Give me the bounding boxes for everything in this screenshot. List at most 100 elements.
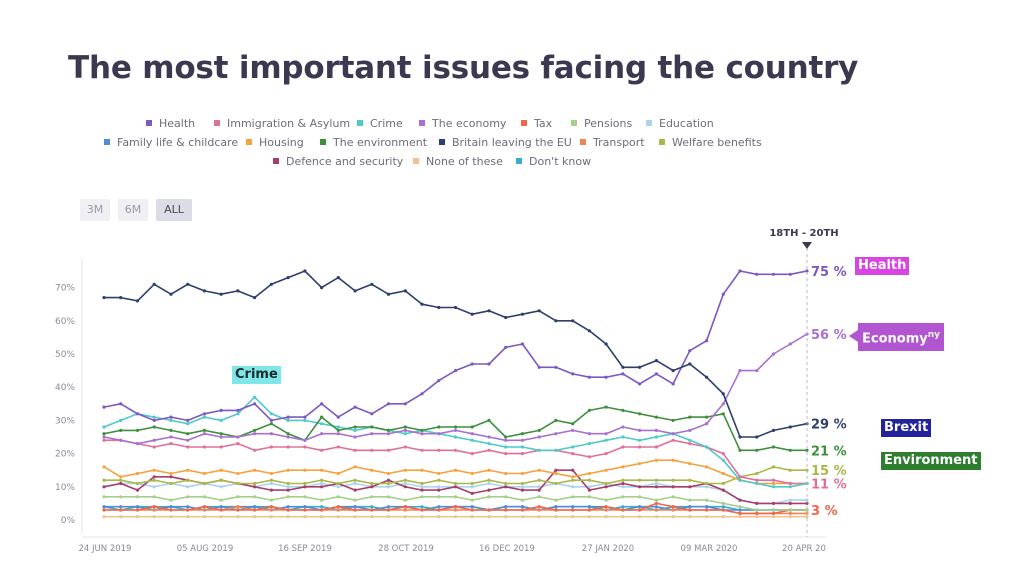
data-point [152,505,156,509]
data-point [303,415,307,419]
data-point [119,296,123,300]
data-point [738,435,742,439]
data-point [638,515,642,519]
data-point [320,478,324,482]
data-point [403,289,407,293]
data-point [236,408,240,412]
data-point [688,505,692,509]
data-point [537,428,541,432]
data-point [721,412,725,416]
data-point [721,508,725,512]
data-point [771,511,776,515]
data-point [253,495,257,499]
data-point [654,505,659,509]
data-point [386,402,391,406]
data-point [152,445,156,449]
range-6m-button[interactable]: 6M [118,199,148,221]
data-point [520,485,525,489]
end-value-label: 11 % [811,478,847,493]
data-point [353,481,357,486]
data-point [386,428,391,432]
data-point [102,296,106,300]
data-point [470,425,474,429]
legend-item[interactable]: The environment [320,136,427,150]
data-point [587,515,592,519]
data-point [420,428,424,432]
legend-item[interactable]: Welfare benefits [659,136,762,150]
legend-item[interactable]: Housing [246,136,304,150]
data-point [554,365,558,369]
data-point [169,508,173,512]
data-point [470,432,474,436]
legend-item[interactable]: Don't know [516,155,591,169]
data-point [738,508,742,512]
data-point [587,508,592,512]
data-point [186,508,190,512]
data-point [370,505,374,509]
data-point [755,448,759,452]
legend-item[interactable]: Britain leaving the EU [439,136,572,150]
data-point [303,418,307,422]
series-line [103,459,807,485]
data-point [386,471,391,476]
legend-item[interactable]: None of these [413,155,503,169]
data-point [638,365,642,369]
data-point [336,428,340,432]
data-point [336,471,340,476]
data-point [336,481,340,486]
legend-item[interactable]: Crime [357,117,403,131]
data-point [253,402,257,406]
data-point [755,478,759,482]
legend-item[interactable]: The economy [419,117,506,131]
data-point [721,292,725,296]
data-point [470,491,474,495]
legend-item[interactable]: Transport [580,136,645,150]
legend-label: Health [159,117,196,130]
legend-item[interactable]: Pensions [571,117,632,131]
data-point [437,505,441,509]
data-point [721,471,725,476]
data-point [671,515,675,519]
legend-item[interactable]: Immigration & Asylum [214,117,350,131]
data-point [119,481,123,486]
legend-item[interactable]: Education [646,117,714,131]
data-point [788,468,792,472]
data-point [504,515,508,519]
data-point [705,498,709,502]
data-point [705,508,709,512]
data-point [219,478,223,482]
data-point [755,511,759,515]
legend-label: Welfare benefits [672,136,762,149]
data-point [286,495,290,499]
data-point [303,481,307,486]
data-point [571,515,575,519]
legend-swatch [646,120,652,126]
data-point [152,425,156,429]
data-point [269,515,273,519]
x-tick-label: 24 JUN 2019 [79,544,132,554]
data-point [353,478,357,482]
data-point [169,415,173,419]
data-point [470,452,474,456]
data-point [638,438,642,442]
legend-item[interactable]: Family life & childcare [104,136,238,150]
range-all-button[interactable]: ALL [156,199,192,221]
data-point [470,515,474,519]
data-point [370,468,374,472]
data-point [453,485,458,489]
data-point [336,276,340,280]
data-point [537,468,541,472]
legend-item[interactable]: Tax [521,117,552,131]
data-point [504,495,508,499]
data-point [202,508,206,512]
data-point [320,481,324,486]
range-3m-button[interactable]: 3M [80,199,110,221]
legend-item[interactable]: Defence and security [273,155,403,169]
data-point [269,505,273,509]
data-point [671,505,675,509]
data-point [721,458,725,462]
data-point [219,485,223,489]
legend-item[interactable]: Health [146,117,195,131]
data-point [487,418,491,422]
data-point [487,442,491,446]
